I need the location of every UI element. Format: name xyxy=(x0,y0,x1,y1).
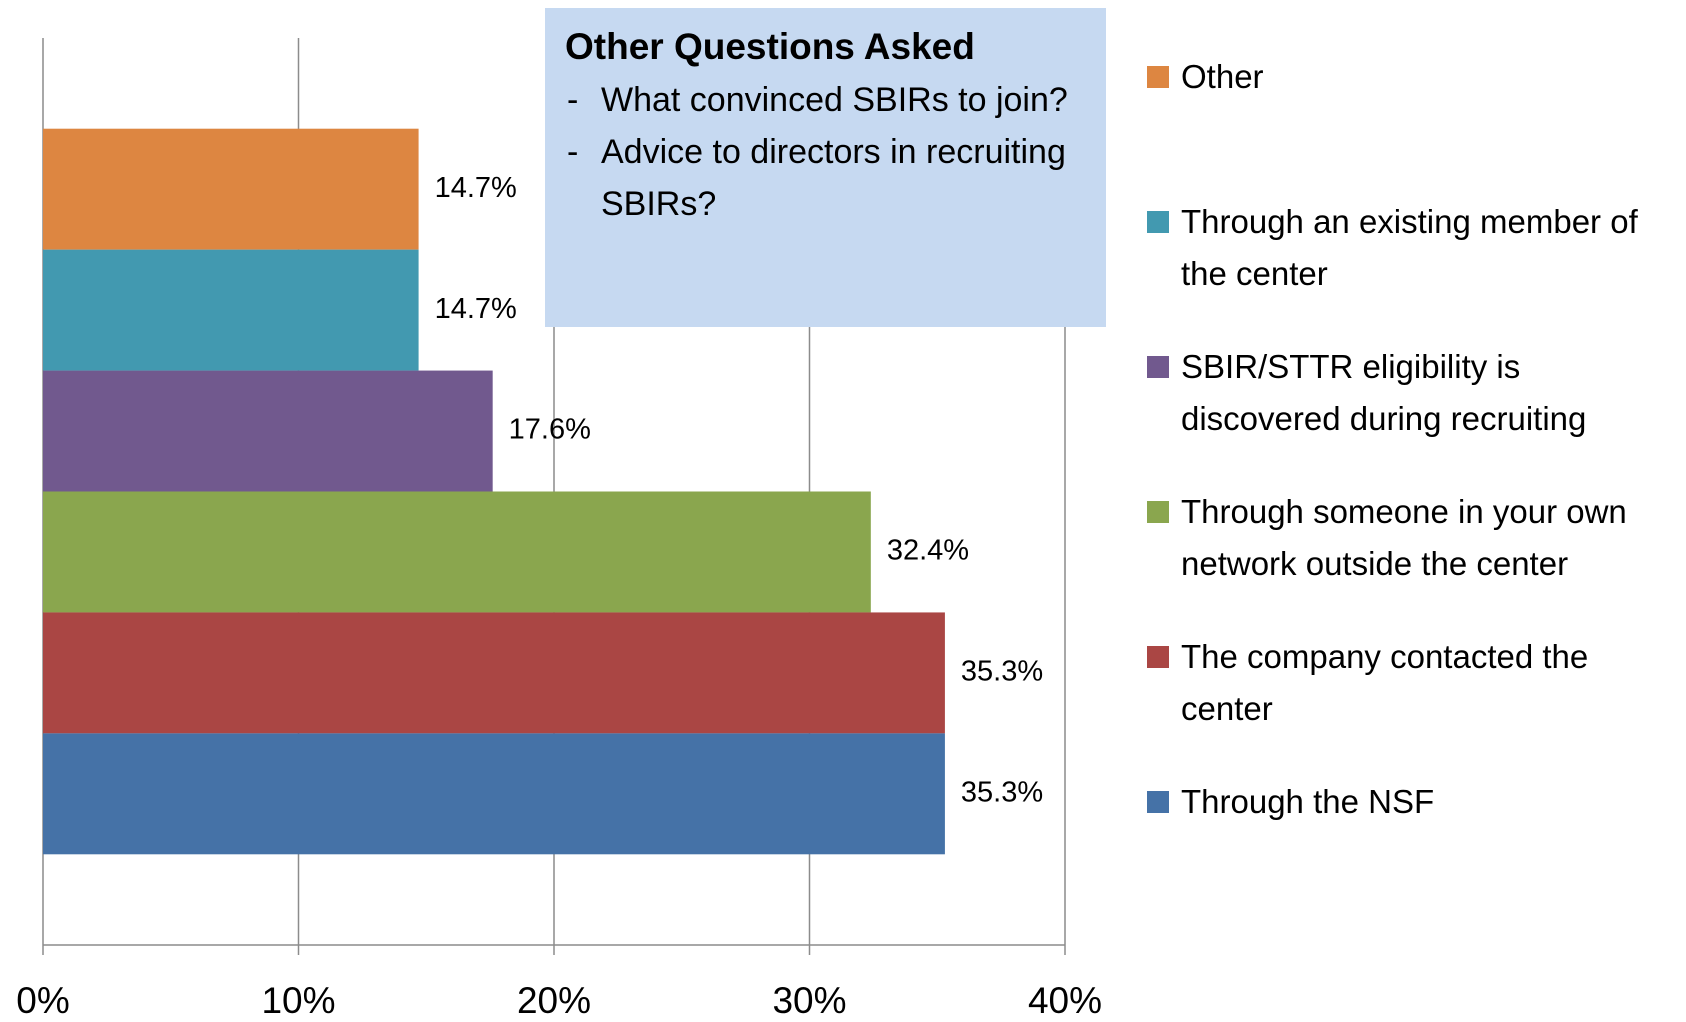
legend-swatch xyxy=(1147,211,1169,233)
data-label: 35.3% xyxy=(961,656,1043,688)
legend-label: Through the NSF xyxy=(1181,783,1435,820)
legend-label: The company contacted the center xyxy=(1181,638,1589,727)
bar xyxy=(43,249,419,371)
legend-label: Through an existing member of the center xyxy=(1181,203,1638,292)
x-tick-label: 40% xyxy=(1028,980,1102,1021)
x-tick-label: 30% xyxy=(772,980,846,1021)
legend-item: Through someone in your own network outs… xyxy=(1147,486,1677,590)
x-tick-label: 10% xyxy=(261,980,335,1021)
annotation-title: Other Questions Asked xyxy=(565,26,975,67)
data-label: 14.7% xyxy=(435,293,517,325)
bar xyxy=(43,491,871,613)
x-tick-label: 20% xyxy=(517,980,591,1021)
legend-swatch xyxy=(1147,646,1169,668)
legend-item: SBIR/STTR eligibility is discovered duri… xyxy=(1147,341,1677,445)
legend-swatch xyxy=(1147,501,1169,523)
bar xyxy=(43,128,419,250)
annotation-item: Advice to directors in recruiting SBIRs? xyxy=(565,126,1086,230)
legend-item: The company contacted the center xyxy=(1147,631,1677,735)
annotation-item: What convinced SBIRs to join? xyxy=(565,74,1086,126)
legend-item: Through the NSF xyxy=(1147,776,1677,828)
data-label: 35.3% xyxy=(961,776,1043,808)
data-label: 17.6% xyxy=(509,414,591,446)
legend-item: Other xyxy=(1147,51,1677,103)
legend-swatch xyxy=(1147,791,1169,813)
legend-label: SBIR/STTR eligibility is discovered duri… xyxy=(1181,348,1587,437)
data-label: 32.4% xyxy=(887,535,969,567)
bar xyxy=(43,370,493,492)
legend-label: Other xyxy=(1181,58,1264,95)
legend-item: Through an existing member of the center xyxy=(1147,196,1677,300)
annotation-box: Other Questions Asked What convinced SBI… xyxy=(545,8,1106,327)
bar xyxy=(43,612,945,734)
legend-swatch xyxy=(1147,356,1169,378)
data-label: 14.7% xyxy=(435,172,517,204)
x-tick-label: 0% xyxy=(16,980,69,1021)
legend-label: Through someone in your own network outs… xyxy=(1181,493,1627,582)
bar xyxy=(43,733,945,855)
legend-swatch xyxy=(1147,66,1169,88)
